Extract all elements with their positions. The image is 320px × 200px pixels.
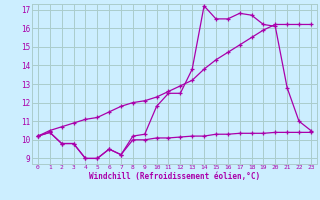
X-axis label: Windchill (Refroidissement éolien,°C): Windchill (Refroidissement éolien,°C) (89, 172, 260, 181)
